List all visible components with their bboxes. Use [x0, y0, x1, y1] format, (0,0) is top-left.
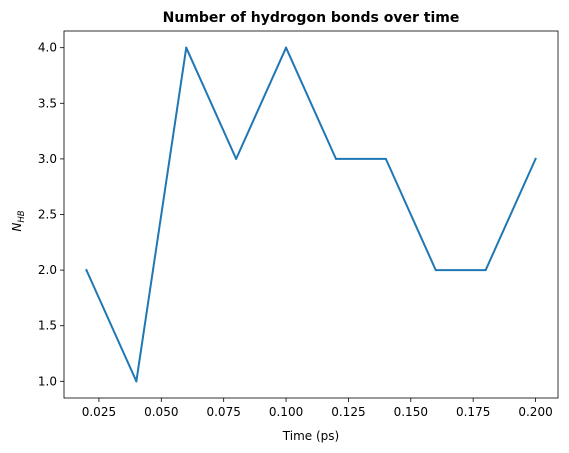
x-tick-label: 0.175: [456, 405, 490, 419]
y-tick-label: 2.5: [38, 208, 57, 222]
y-axis-label: NHB: [10, 210, 27, 231]
data-point: [384, 157, 387, 160]
x-tick-label: 0.100: [269, 405, 303, 419]
data-point: [534, 157, 537, 160]
x-axis: 0.025 0.050 0.075 0.100 0.125 0.150 0.175 0.200: [82, 398, 553, 419]
x-tick-label: 0.025: [82, 405, 116, 419]
x-axis-label: Time (ps): [282, 429, 339, 443]
y-tick-label: 1.5: [38, 319, 57, 333]
data-point: [135, 380, 138, 383]
y-axis-label-subscript: HB: [17, 210, 27, 222]
y-axis-label-main: N: [10, 223, 24, 232]
x-tick-label: 0.050: [144, 405, 178, 419]
x-tick-label: 0.150: [394, 405, 428, 419]
y-tick-label: 1.0: [38, 374, 57, 388]
series-line-0: [85, 46, 537, 383]
data-point: [235, 157, 238, 160]
chart-title: Number of hydrogon bonds over time: [163, 10, 460, 26]
data-point: [334, 157, 337, 160]
y-tick-label: 2.0: [38, 263, 57, 277]
x-tick-label: 0.125: [331, 405, 365, 419]
y-tick-label: 3.0: [38, 152, 57, 166]
data-point: [85, 269, 88, 272]
data-point: [434, 269, 437, 272]
y-tick-label: 4.0: [38, 41, 57, 55]
data-point: [185, 46, 188, 49]
y-tick-label: 3.5: [38, 96, 57, 110]
plot-area: [63, 30, 559, 399]
x-tick-label: 0.075: [206, 405, 240, 419]
data-point: [484, 269, 487, 272]
x-tick-label: 0.200: [518, 405, 552, 419]
plot-frame: [63, 30, 559, 399]
y-axis: 1.0 1.5 2.0 2.5 3.0 3.5 4.0: [38, 41, 64, 388]
data-point: [285, 46, 288, 49]
